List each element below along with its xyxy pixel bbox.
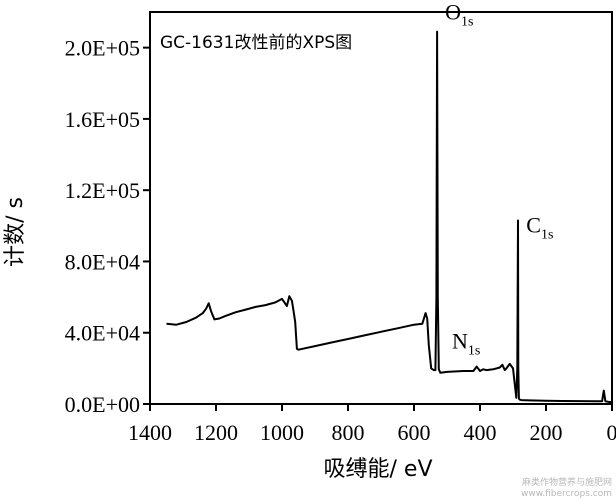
- y-tick-label: 8.0E+04: [65, 249, 140, 274]
- watermark-line-2: www.fibercrops.com: [521, 489, 612, 499]
- y-tick-label: 4.0E+04: [65, 321, 140, 346]
- chart-title: GC-1631改性前的XPS图: [160, 33, 352, 53]
- x-tick-label: 1200: [194, 420, 238, 445]
- peak-label-c: C1s: [526, 212, 553, 242]
- y-axis-label: 计数/ s: [3, 197, 28, 267]
- peak-label-o: O1s: [445, 0, 473, 30]
- y-tick-label: 1.2E+05: [65, 178, 140, 203]
- y-tick-label: 2.0E+05: [65, 36, 140, 61]
- peak-annotations: O1s C1s N1s: [445, 0, 553, 359]
- xps-spectrum-line: [166, 30, 613, 404]
- tick-marks: [143, 46, 613, 411]
- watermark: 麻类作物营养与施肥网 www.fibercrops.com: [521, 478, 612, 500]
- x-tick-label: 800: [332, 420, 365, 445]
- peak-label-n: N1s: [452, 329, 480, 359]
- x-tick-label: 600: [398, 420, 431, 445]
- axes: [149, 11, 613, 405]
- plot-frame: [149, 11, 613, 405]
- x-tick-label: 200: [530, 420, 563, 445]
- tick-labels: 1400 1200 1000 800 600 400 200 0 0.0E+00 4.0E+04 8…: [65, 36, 616, 445]
- x-axis-label: 吸缚能/ eV: [324, 457, 433, 482]
- x-tick-label: 1400: [128, 420, 172, 445]
- x-tick-label: 0: [607, 420, 616, 445]
- x-tick-label: 1000: [260, 420, 304, 445]
- y-tick-label: 0.0E+00: [65, 392, 140, 417]
- series-layer: [166, 30, 613, 404]
- watermark-line-1: 麻类作物营养与施肥网: [521, 478, 612, 488]
- x-tick-label: 400: [464, 420, 497, 445]
- y-tick-label: 1.6E+05: [65, 107, 140, 132]
